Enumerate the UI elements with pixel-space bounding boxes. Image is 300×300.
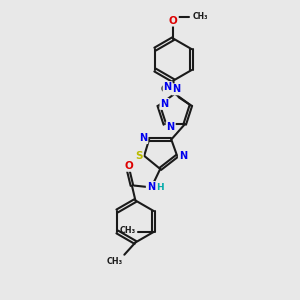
Text: CH₃: CH₃ (161, 85, 177, 94)
Text: CH₃: CH₃ (120, 226, 136, 235)
Text: CH₃: CH₃ (192, 13, 208, 22)
Text: N: N (167, 122, 175, 132)
Text: N: N (179, 151, 187, 161)
Text: N: N (172, 84, 180, 94)
Text: CH₃: CH₃ (107, 257, 123, 266)
Text: N: N (160, 99, 169, 109)
Text: S: S (135, 151, 143, 161)
Text: O: O (169, 16, 178, 26)
Text: N: N (147, 182, 155, 192)
Text: O: O (124, 161, 133, 171)
Text: N: N (139, 133, 147, 143)
Text: N: N (164, 82, 172, 92)
Text: H: H (156, 182, 164, 191)
